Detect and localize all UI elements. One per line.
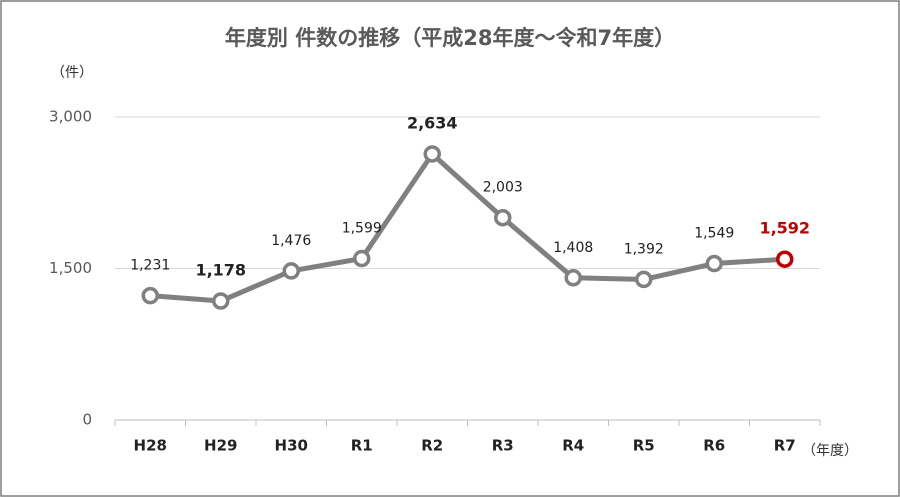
y-tick-label: 0 — [82, 411, 92, 429]
marker — [635, 270, 653, 289]
marker — [494, 208, 512, 227]
x-tick-label: R1 — [351, 437, 373, 455]
x-tick-label: R5 — [633, 437, 655, 455]
x-tick-label: H28 — [134, 437, 167, 455]
x-axis-label: （年度） — [802, 443, 858, 459]
data-label: 1,408 — [553, 240, 593, 256]
marker — [353, 249, 371, 268]
x-tick-label: H30 — [275, 437, 308, 455]
x-tick-label: H29 — [204, 437, 237, 455]
data-label: 1,476 — [271, 233, 311, 249]
data-label: 1,392 — [624, 241, 664, 257]
line — [150, 151, 785, 304]
y-tick-label: 1,500 — [49, 259, 92, 277]
x-tick-label: R2 — [421, 437, 443, 455]
x-tick-label: R7 — [774, 437, 796, 455]
data-label: 1,599 — [342, 221, 382, 237]
marker — [423, 145, 441, 163]
data-label: 2,634 — [407, 113, 458, 132]
chart-title: 年度別 件数の推移（平成28年度～令和7年度） — [225, 26, 675, 50]
y-axis-label: （件） — [51, 65, 93, 81]
x-tick-label: R6 — [703, 437, 725, 455]
y-tick-label: 3,000 — [49, 108, 92, 126]
marker — [776, 250, 794, 268]
data-label: 1,592 — [759, 219, 810, 238]
marker — [705, 254, 723, 273]
x-tick-label: R4 — [562, 437, 584, 455]
data-label: 1,231 — [130, 258, 170, 274]
data-label: 1,178 — [195, 261, 246, 280]
marker — [212, 292, 230, 310]
marker — [564, 269, 582, 287]
x-tick-label: R3 — [492, 437, 514, 455]
marker — [282, 262, 300, 280]
marker — [141, 286, 159, 305]
data-label: 1,549 — [694, 226, 734, 242]
data-label: 2,003 — [483, 180, 523, 196]
